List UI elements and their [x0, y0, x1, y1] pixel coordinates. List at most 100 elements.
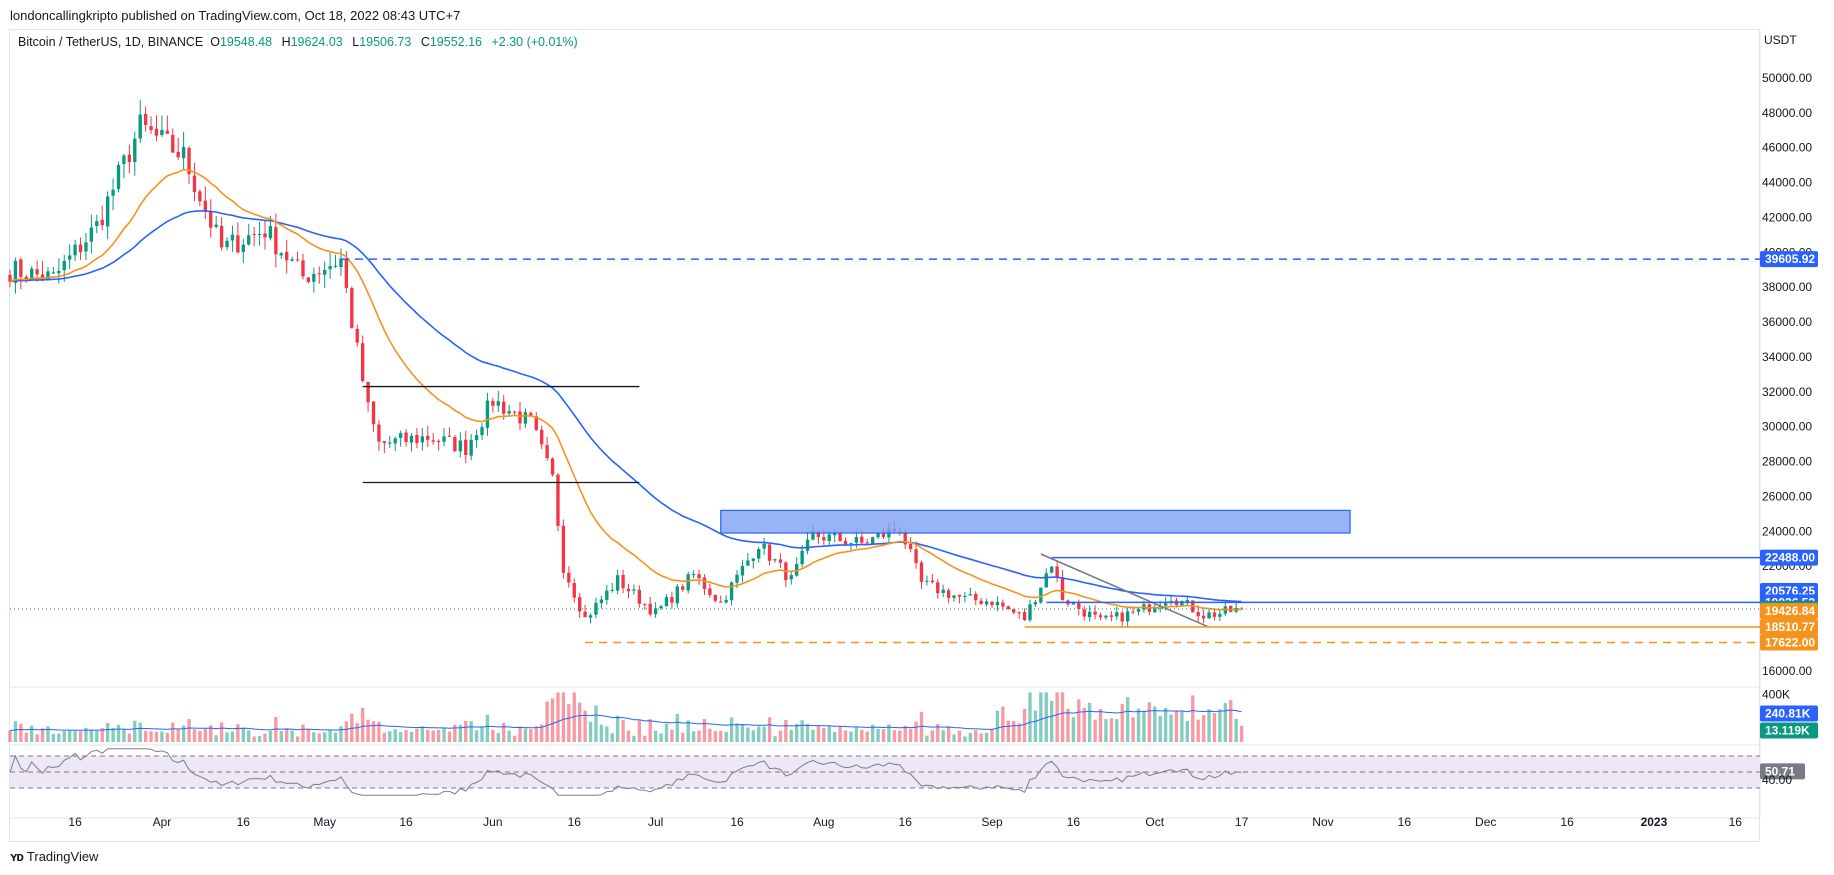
candle-body: [865, 542, 869, 544]
volume-bar: [225, 732, 229, 742]
volume-bar: [143, 730, 148, 742]
open-label: O: [210, 35, 220, 49]
volume-bar: [1163, 707, 1168, 742]
volume-bar: [556, 692, 560, 742]
candle-body: [355, 328, 359, 343]
x-tick-label: Jul: [648, 815, 663, 829]
candle-body: [773, 559, 777, 561]
candle-body: [686, 574, 690, 591]
y-tick-label: 42000.00: [1762, 210, 1812, 224]
volume-last-tag-label: 13.119K: [1765, 724, 1810, 738]
candle-body: [762, 543, 766, 549]
candle-body: [605, 590, 609, 600]
candle-body: [740, 566, 745, 576]
candle-body: [51, 272, 56, 274]
candle-body: [832, 533, 837, 536]
candle-body: [1082, 609, 1086, 617]
price-level-tag: [1760, 549, 1818, 566]
candle-body: [876, 533, 880, 538]
volume-bar: [892, 730, 897, 742]
volume-bar: [1093, 719, 1097, 742]
candle-body: [377, 424, 381, 442]
candle-body: [474, 435, 479, 441]
volume-bar: [160, 731, 164, 742]
volume-bar: [941, 730, 945, 742]
candle-body: [366, 381, 370, 403]
volume-bar: [1223, 703, 1227, 742]
candle-body: [225, 240, 229, 248]
volume-bar: [735, 723, 739, 742]
candle-body: [133, 138, 137, 162]
candle-body: [577, 597, 582, 612]
candle-body: [219, 225, 224, 248]
volume-bar: [567, 704, 571, 742]
candle-body: [447, 435, 452, 437]
volume-bar: [599, 724, 604, 742]
volume-bar: [946, 726, 951, 742]
candle-body: [160, 129, 164, 136]
candle-body: [350, 288, 354, 328]
volume-bar: [127, 733, 132, 742]
candle-body: [746, 560, 750, 566]
candle-body: [1153, 608, 1157, 613]
candle-body: [263, 233, 267, 238]
volume-bar: [89, 729, 94, 742]
volume-bar: [898, 730, 902, 742]
volume-bar: [708, 728, 712, 742]
symbol-legend[interactable]: Bitcoin / TetherUS, 1D, BINANCE O19548.4…: [18, 35, 578, 49]
candle-body: [1039, 587, 1043, 603]
volume-bar: [1050, 700, 1054, 742]
volume-bar: [1125, 697, 1130, 742]
volume-bar: [1006, 720, 1010, 742]
volume-bar: [919, 711, 924, 742]
volume-bar: [1234, 718, 1238, 742]
candle-body: [1218, 613, 1222, 617]
candle-body: [241, 244, 245, 253]
candle-body: [19, 259, 23, 277]
candle-body: [594, 602, 598, 615]
tradingview-brand[interactable]: ʏᴅ TradingView: [10, 849, 98, 864]
volume-bar: [870, 724, 875, 742]
volume-bar: [914, 721, 918, 742]
y-tick-label: 34000.00: [1762, 350, 1812, 364]
candle-body: [290, 259, 294, 261]
volume-bar: [388, 731, 392, 742]
candle-body: [57, 270, 61, 274]
candle-body: [664, 597, 669, 607]
candle-body: [171, 134, 175, 153]
volume-bar: [458, 724, 462, 742]
volume-bar: [122, 729, 126, 742]
volume-bar: [8, 730, 12, 742]
publisher-line: londoncallingkripto published on Trading…: [10, 8, 461, 23]
x-tick-label: 16: [1729, 815, 1743, 829]
candle-body: [13, 260, 18, 283]
candle-body: [881, 533, 886, 537]
volume-bar: [860, 729, 864, 742]
candle-body: [317, 273, 321, 275]
candle-body: [990, 601, 994, 606]
tradingview-logo-icon: ʏᴅ: [10, 849, 24, 864]
x-tick-label: 16: [1067, 815, 1081, 829]
candle-body: [697, 574, 701, 579]
x-tick-label: Dec: [1475, 815, 1496, 829]
volume-bar: [1104, 719, 1108, 742]
candle-body: [328, 266, 332, 270]
symbol-name[interactable]: Bitcoin / TetherUS, 1D, BINANCE: [18, 35, 204, 49]
volume-bar: [40, 728, 45, 742]
volume-bar: [811, 729, 815, 742]
candle-body: [398, 433, 403, 438]
x-tick-label: 2023: [1641, 815, 1668, 829]
candle-body: [496, 401, 500, 406]
candle-body: [919, 562, 924, 582]
volume-bar: [1153, 706, 1157, 742]
y-tick-label: 38000.00: [1762, 280, 1812, 294]
volume-bar: [659, 733, 663, 742]
candle-body: [502, 401, 506, 414]
price-level-tag-label: 19426.84: [1765, 604, 1815, 618]
volume-bar: [176, 729, 180, 742]
candle-body: [572, 583, 576, 598]
price-level-tag-label: 22488.00: [1765, 551, 1815, 565]
volume-bar: [974, 730, 978, 742]
volume-bar: [1207, 709, 1211, 742]
